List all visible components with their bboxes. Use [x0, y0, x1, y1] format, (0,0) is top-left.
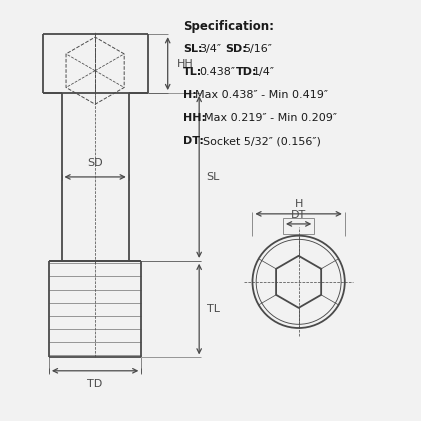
Text: SL:: SL:: [183, 44, 203, 54]
Text: TD:: TD:: [236, 67, 257, 77]
Text: Specification:: Specification:: [183, 20, 274, 32]
Text: HH: HH: [177, 59, 194, 69]
Text: TD: TD: [88, 379, 103, 389]
Text: Max 0.219″ - Min 0.209″: Max 0.219″ - Min 0.209″: [204, 113, 337, 123]
Text: Socket 5/32″ (0.156″): Socket 5/32″ (0.156″): [203, 136, 320, 146]
Text: H:: H:: [183, 90, 197, 100]
Text: TL: TL: [207, 304, 220, 314]
Text: Max 0.438″ - Min 0.419″: Max 0.438″ - Min 0.419″: [195, 90, 328, 100]
Text: H: H: [294, 199, 303, 209]
Text: 0.438″: 0.438″: [199, 67, 235, 77]
Text: 1/4″: 1/4″: [253, 67, 275, 77]
Text: DT: DT: [291, 210, 306, 220]
Text: 5/16″: 5/16″: [243, 44, 272, 54]
Text: HH:: HH:: [183, 113, 206, 123]
Text: SD: SD: [87, 158, 103, 168]
Text: SL: SL: [207, 172, 220, 182]
Text: TL:: TL:: [183, 67, 203, 77]
Text: SD:: SD:: [225, 44, 247, 54]
Text: DT:: DT:: [183, 136, 204, 146]
Text: 3/4″: 3/4″: [199, 44, 221, 54]
